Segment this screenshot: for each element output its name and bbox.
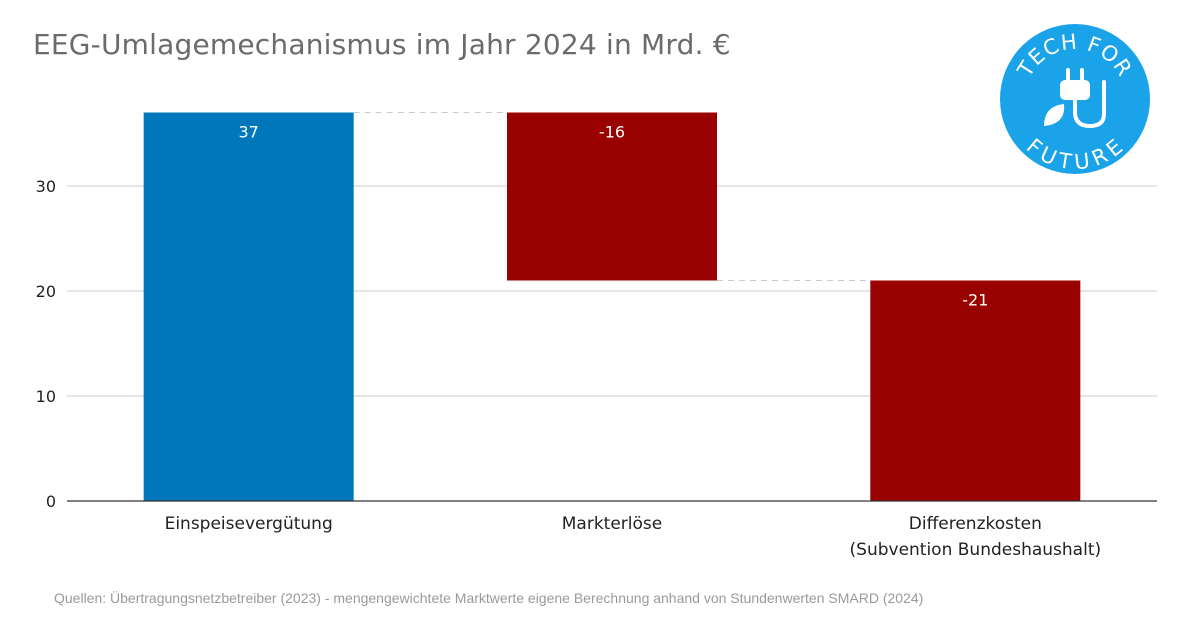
bar-1 (507, 112, 717, 281)
tech-for-future-logo: TECH FOR FUTURE (1000, 24, 1150, 175)
y-tick-label: 0 (46, 492, 56, 511)
bar-0 (143, 112, 354, 501)
plug-leaf-icon (1044, 68, 1106, 129)
data-label: 37 (238, 123, 258, 142)
data-label: -16 (599, 123, 625, 142)
chart-title: EEG-Umlagemechanismus im Jahr 2024 in Mr… (33, 28, 731, 61)
data-label: -21 (962, 291, 988, 310)
x-tick-label: Markterlöse (562, 514, 662, 534)
y-tick-label: 10 (36, 387, 56, 406)
bar-2 (870, 280, 1081, 501)
y-tick-label: 30 (36, 177, 56, 196)
x-tick-label: Einspeisevergütung (165, 514, 333, 534)
source-note: Quellen: Übertragungsnetzbetreiber (2023… (54, 590, 924, 606)
x-tick-label: (Subvention Bundeshaushalt) (850, 540, 1102, 560)
y-tick-label: 20 (36, 282, 56, 301)
x-tick-label: Differenzkosten (909, 514, 1042, 534)
